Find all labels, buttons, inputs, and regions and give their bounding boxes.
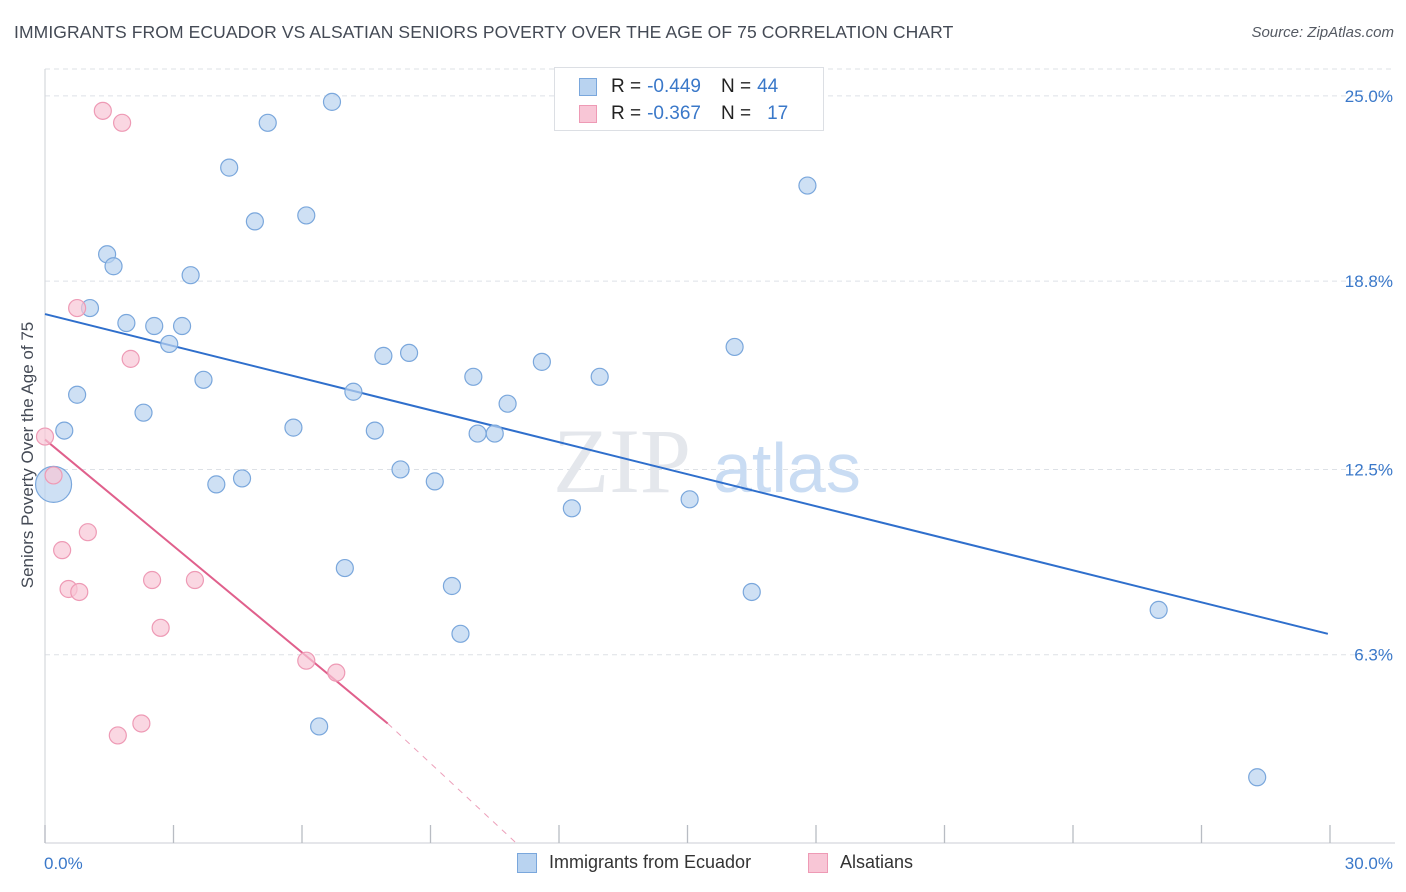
point-ecuador [1149, 600, 1168, 620]
point-ecuador [134, 403, 153, 422]
correlation-legend: R = -0.449 N = 44 R = -0.367 N = 17 [554, 67, 824, 131]
r-label: R = [611, 76, 642, 97]
watermark: ZIP atlas [553, 410, 861, 512]
point-alsatians [297, 651, 316, 670]
y-tick-label: 6.3% [1354, 646, 1393, 665]
y-tick-label: 12.5% [1345, 460, 1393, 479]
point-ecuador [145, 316, 164, 336]
point-ecuador [1248, 768, 1267, 787]
n-label: N = [720, 103, 752, 124]
y-axis-label: Seniors Poverty Over the Age of 75 [18, 321, 37, 589]
legend-swatch-pink [579, 105, 597, 123]
point-ecuador [258, 113, 277, 132]
point-ecuador [725, 337, 744, 357]
x-tick-label: 0.0% [44, 854, 83, 873]
legend-swatch-pink [808, 852, 828, 873]
point-ecuador [464, 367, 483, 386]
point-ecuador [498, 394, 517, 413]
point-ecuador [160, 334, 179, 354]
point-ecuador [798, 176, 817, 195]
point-ecuador [344, 382, 363, 401]
point-ecuador [68, 385, 87, 404]
point-alsatians [68, 298, 87, 318]
point-ecuador [310, 717, 329, 736]
point-ecuador [562, 499, 581, 518]
point-ecuador [485, 424, 504, 443]
y-tick-label: 18.8% [1345, 272, 1393, 291]
watermark-atlas: atlas [713, 429, 861, 507]
legend-swatch-blue [517, 852, 537, 873]
point-alsatians [93, 101, 112, 120]
data-points [34, 92, 1267, 787]
legend-swatch-blue [579, 78, 597, 96]
point-alsatians [53, 541, 72, 560]
point-ecuador [245, 212, 264, 231]
point-alsatians [185, 570, 205, 590]
r-value: -0.449 [647, 76, 701, 97]
x-tick-label: 30.0% [1345, 854, 1393, 873]
trend-line-alsatians-extrapolated [387, 723, 517, 844]
trend-line-ecuador [44, 313, 1329, 635]
axes [44, 69, 1395, 844]
point-ecuador [365, 421, 384, 440]
point-ecuador [322, 92, 342, 111]
point-ecuador [172, 316, 192, 336]
point-ecuador [104, 257, 123, 276]
point-alsatians [35, 427, 55, 446]
point-ecuador [590, 367, 609, 386]
legend-row-ecuador: R = -0.449 N = 44 [579, 75, 778, 99]
point-ecuador [207, 475, 226, 494]
point-ecuador [391, 460, 410, 479]
point-alsatians [132, 714, 151, 733]
r-label: R = [611, 103, 642, 124]
n-value: 44 [757, 76, 779, 97]
point-ecuador [220, 158, 239, 177]
point-alsatians [327, 663, 346, 682]
point-alsatians [112, 113, 132, 132]
point-ecuador [181, 266, 200, 285]
point-ecuador [425, 472, 444, 491]
point-ecuador [532, 352, 551, 371]
tick-labels: 6.3% 12.5% 18.8% 25.0% 0.0% 30.0% [44, 87, 1393, 873]
legend-row-alsatians: R = -0.367 N = 17 [579, 102, 788, 126]
n-label: N = [720, 76, 752, 97]
trend-lines [44, 313, 1329, 844]
point-alsatians [151, 618, 170, 637]
source-credit: Source: ZipAtlas.com [1251, 24, 1394, 41]
point-ecuador [284, 418, 303, 437]
legend-item-alsatians[interactable]: Alsatians [808, 852, 913, 873]
point-alsatians [108, 726, 127, 745]
point-alsatians [70, 582, 89, 602]
point-ecuador [374, 346, 393, 365]
r-value: -0.367 [647, 103, 701, 124]
grid-lines [45, 68, 1395, 656]
point-ecuador [399, 343, 419, 362]
point-ecuador [232, 469, 252, 488]
point-ecuador [468, 424, 487, 443]
y-tick-label: 25.0% [1345, 87, 1393, 106]
point-alsatians [44, 466, 63, 485]
point-ecuador [442, 576, 462, 596]
series-legend: Immigrants from Ecuador Alsatians [0, 852, 1406, 878]
chart-title: IMMIGRANTS FROM ECUADOR VS ALSATIAN SENI… [14, 22, 954, 42]
point-ecuador [55, 421, 74, 440]
point-ecuador [680, 490, 699, 509]
point-ecuador [335, 558, 354, 578]
point-alsatians [78, 523, 97, 542]
point-ecuador [117, 313, 136, 333]
point-ecuador [742, 582, 761, 602]
watermark-zip: ZIP [553, 410, 691, 512]
point-alsatians [121, 349, 140, 368]
legend-label: Alsatians [840, 852, 914, 872]
point-ecuador [451, 624, 470, 643]
n-value: 17 [767, 103, 789, 124]
legend-label: Immigrants from Ecuador [549, 852, 752, 872]
point-ecuador [297, 206, 316, 225]
point-alsatians [142, 570, 162, 590]
legend-item-ecuador[interactable]: Immigrants from Ecuador [517, 852, 751, 873]
point-ecuador [194, 370, 213, 389]
